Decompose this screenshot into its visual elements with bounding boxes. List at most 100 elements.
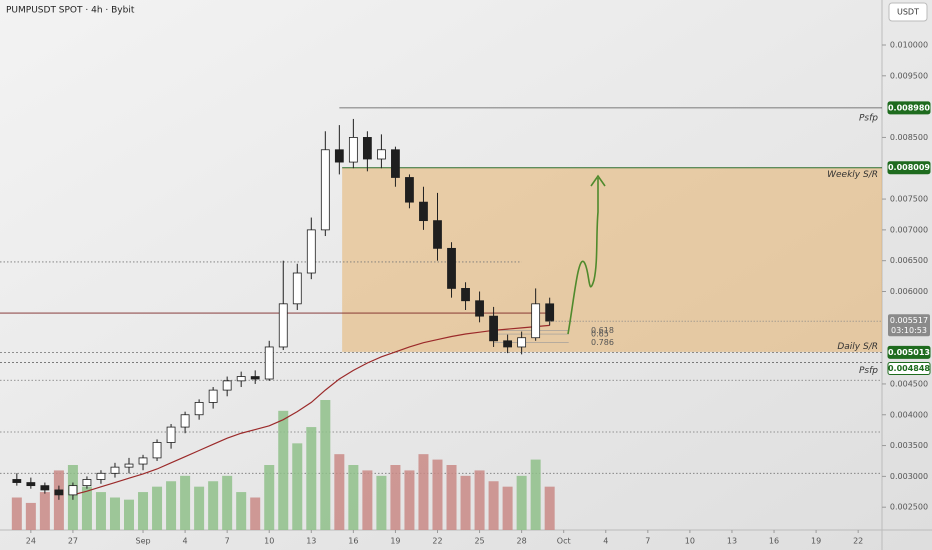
volume-bar (376, 475, 387, 530)
volume-bar (320, 400, 331, 530)
volume-bar (404, 470, 415, 530)
countdown-label: 03:10:53 (891, 326, 927, 335)
level-name: Weekly S/R (827, 170, 878, 180)
volume-bar (292, 443, 303, 530)
plot: Psfp Weekly S/R Daily S/R Psfp 0.6180.650.78… (0, 107, 882, 530)
candle-body (531, 303, 541, 339)
volume-bar (474, 470, 485, 530)
volume-bar (502, 486, 513, 530)
candle-body (124, 463, 134, 468)
candle-body (68, 485, 78, 496)
candle-body (348, 137, 358, 163)
candle-body (110, 466, 120, 474)
candle-body (82, 479, 92, 487)
candle-body (475, 300, 484, 317)
candle-body (138, 457, 148, 465)
y-tick-label: 0.004500 (890, 379, 928, 388)
level-badge (887, 101, 931, 115)
x-tick-label: Oct (557, 537, 571, 546)
candle-body (334, 149, 344, 163)
candle-body (362, 137, 372, 160)
projection-arrow (567, 178, 599, 335)
x-tick-label: 10 (264, 537, 274, 546)
candle-body (250, 376, 260, 380)
y-tick-label: 0.002500 (890, 503, 928, 512)
volume-bar (418, 454, 429, 530)
chart-title: PUMPUSDT SPOT · 4h · Bybit (6, 6, 135, 16)
volume-bar (348, 465, 359, 530)
volume-bar (516, 475, 527, 530)
volume-bar (236, 492, 247, 530)
level-badge (887, 161, 931, 175)
volume-bar (194, 486, 205, 530)
x-tick-label: 25 (474, 537, 484, 546)
level-name: Daily S/R (837, 342, 878, 352)
level-price: 0.008980 (888, 103, 930, 112)
candle-body (433, 220, 442, 249)
candle-body (306, 229, 316, 274)
fib-label: 0.786 (591, 338, 614, 347)
x-tick-label: 7 (225, 537, 230, 546)
candle-body (12, 479, 22, 483)
volume-bar (53, 470, 64, 530)
fib-label: 0.65 (591, 330, 609, 339)
y-tick-label: 0.004000 (890, 410, 928, 419)
x-tick-label: 16 (769, 537, 779, 546)
moving-average (72, 324, 550, 496)
candle-body (236, 376, 246, 382)
volume-bar (124, 499, 135, 530)
y-tick-label: 0.007000 (890, 225, 928, 234)
candle-body (320, 149, 330, 231)
candle-body (152, 442, 162, 459)
candle-body (26, 482, 36, 487)
level-price: 0.004848 (888, 364, 930, 373)
x-tick-label: 10 (685, 537, 695, 546)
level-badge (887, 361, 931, 375)
y-tick-label: 0.009500 (890, 71, 928, 80)
candle-body (377, 149, 386, 160)
candle-body (222, 380, 232, 391)
candle-body (447, 247, 456, 289)
candle-body (489, 315, 498, 342)
volume-bar (138, 492, 149, 530)
level-name: Psfp (859, 113, 878, 123)
candle-body (503, 340, 513, 348)
currency-button[interactable] (888, 2, 928, 22)
volume-bar (530, 459, 541, 530)
volume-bar (544, 486, 555, 530)
volume-bar (278, 410, 289, 530)
candle-body (208, 389, 218, 403)
level-price: 0.008009 (888, 163, 930, 172)
x-tick-label: 19 (390, 537, 400, 546)
volume-bar (109, 497, 120, 530)
y-tick-label: 0.010000 (890, 40, 928, 49)
last-price-badge (888, 314, 930, 337)
candle-body (391, 149, 400, 178)
last-price-label: 0.005517 (890, 316, 928, 325)
x-tick-label: 19 (811, 537, 821, 546)
x-tick-label: 24 (26, 537, 36, 546)
zone (342, 167, 882, 352)
fib-label: 0.618 (591, 326, 614, 335)
x-tick-label: 27 (68, 537, 78, 546)
volume-bar (446, 465, 457, 530)
x-tick-label: 7 (645, 537, 650, 546)
volume-bar (432, 459, 443, 530)
level-name: Psfp (859, 366, 878, 376)
volume-bar (460, 475, 471, 530)
candle-body (180, 414, 190, 428)
y-tick-label: 0.007500 (890, 195, 928, 204)
volume-bar (166, 481, 177, 530)
volume-bar (39, 492, 50, 530)
candle-body (96, 472, 106, 480)
x-tick-label: 13 (727, 537, 737, 546)
candle-body (405, 177, 414, 203)
y-tick-label: 0.006500 (890, 256, 928, 265)
candle-body (545, 303, 555, 322)
level-badge (887, 345, 931, 359)
x-tick-label: 28 (517, 537, 527, 546)
y-tick-label: 0.003000 (890, 472, 928, 481)
candle-body (278, 303, 288, 348)
volume-bar (25, 502, 36, 530)
